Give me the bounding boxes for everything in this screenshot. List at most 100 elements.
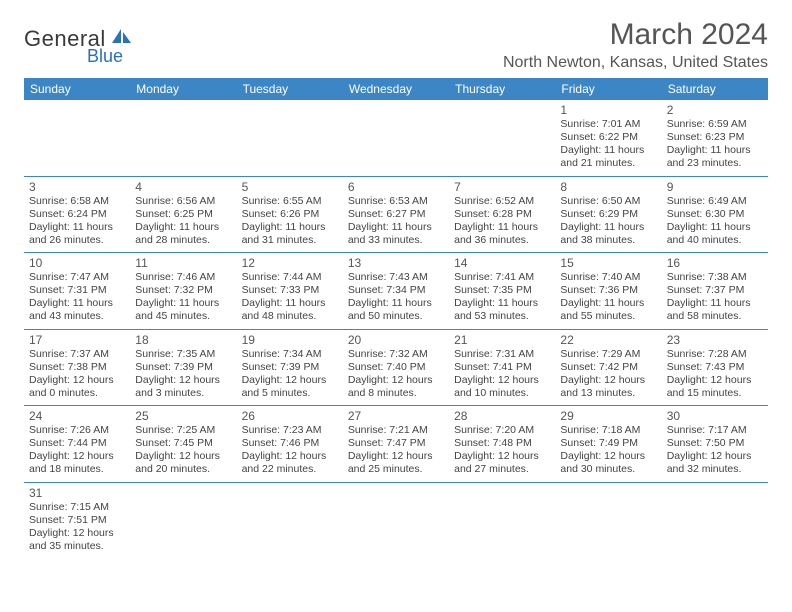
- day-number: 14: [454, 256, 550, 270]
- daylight-text: Daylight: 11 hours and 40 minutes.: [667, 221, 763, 247]
- sunset-text: Sunset: 7:43 PM: [667, 361, 763, 374]
- day-number: 31: [29, 486, 125, 500]
- day-number: 1: [560, 103, 656, 117]
- sunrise-text: Sunrise: 7:41 AM: [454, 271, 550, 284]
- weekday-header: Friday: [555, 78, 661, 100]
- day-cell: 23Sunrise: 7:28 AMSunset: 7:43 PMDayligh…: [662, 330, 768, 406]
- logo-text-sub: Blue: [87, 46, 123, 67]
- daylight-text: Daylight: 11 hours and 43 minutes.: [29, 297, 125, 323]
- sunset-text: Sunset: 6:25 PM: [135, 208, 231, 221]
- daylight-text: Daylight: 12 hours and 18 minutes.: [29, 450, 125, 476]
- header: General Blue March 2024 North Newton, Ka…: [24, 18, 768, 72]
- sunset-text: Sunset: 7:31 PM: [29, 284, 125, 297]
- day-cell: 9Sunrise: 6:49 AMSunset: 6:30 PMDaylight…: [662, 177, 768, 253]
- day-cell: [662, 483, 768, 559]
- weekday-header: Tuesday: [237, 78, 343, 100]
- day-cell: 21Sunrise: 7:31 AMSunset: 7:41 PMDayligh…: [449, 330, 555, 406]
- sunset-text: Sunset: 7:46 PM: [242, 437, 338, 450]
- day-cell: 14Sunrise: 7:41 AMSunset: 7:35 PMDayligh…: [449, 253, 555, 329]
- day-number: 29: [560, 409, 656, 423]
- sunset-text: Sunset: 7:48 PM: [454, 437, 550, 450]
- day-cell: [343, 100, 449, 176]
- sunrise-text: Sunrise: 7:34 AM: [242, 348, 338, 361]
- day-number: 8: [560, 180, 656, 194]
- sunset-text: Sunset: 7:39 PM: [135, 361, 231, 374]
- day-number: 21: [454, 333, 550, 347]
- day-cell: 29Sunrise: 7:18 AMSunset: 7:49 PMDayligh…: [555, 406, 661, 482]
- day-cell: 22Sunrise: 7:29 AMSunset: 7:42 PMDayligh…: [555, 330, 661, 406]
- sunrise-text: Sunrise: 6:50 AM: [560, 195, 656, 208]
- sunset-text: Sunset: 7:36 PM: [560, 284, 656, 297]
- daylight-text: Daylight: 12 hours and 25 minutes.: [348, 450, 444, 476]
- day-cell: 2Sunrise: 6:59 AMSunset: 6:23 PMDaylight…: [662, 100, 768, 176]
- sunset-text: Sunset: 7:51 PM: [29, 514, 125, 527]
- day-number: 26: [242, 409, 338, 423]
- day-cell: 8Sunrise: 6:50 AMSunset: 6:29 PMDaylight…: [555, 177, 661, 253]
- daylight-text: Daylight: 12 hours and 8 minutes.: [348, 374, 444, 400]
- sunrise-text: Sunrise: 7:44 AM: [242, 271, 338, 284]
- daylight-text: Daylight: 12 hours and 10 minutes.: [454, 374, 550, 400]
- day-cell: 1Sunrise: 7:01 AMSunset: 6:22 PMDaylight…: [555, 100, 661, 176]
- sunrise-text: Sunrise: 6:53 AM: [348, 195, 444, 208]
- daylight-text: Daylight: 12 hours and 13 minutes.: [560, 374, 656, 400]
- day-cell: [237, 483, 343, 559]
- day-cell: 10Sunrise: 7:47 AMSunset: 7:31 PMDayligh…: [24, 253, 130, 329]
- day-cell: 7Sunrise: 6:52 AMSunset: 6:28 PMDaylight…: [449, 177, 555, 253]
- sunset-text: Sunset: 6:27 PM: [348, 208, 444, 221]
- day-cell: 16Sunrise: 7:38 AMSunset: 7:37 PMDayligh…: [662, 253, 768, 329]
- sunset-text: Sunset: 7:39 PM: [242, 361, 338, 374]
- daylight-text: Daylight: 12 hours and 22 minutes.: [242, 450, 338, 476]
- day-cell: 5Sunrise: 6:55 AMSunset: 6:26 PMDaylight…: [237, 177, 343, 253]
- day-number: 12: [242, 256, 338, 270]
- sunrise-text: Sunrise: 6:59 AM: [667, 118, 763, 131]
- daylight-text: Daylight: 12 hours and 27 minutes.: [454, 450, 550, 476]
- sunrise-text: Sunrise: 7:31 AM: [454, 348, 550, 361]
- sunrise-text: Sunrise: 7:20 AM: [454, 424, 550, 437]
- sunset-text: Sunset: 7:49 PM: [560, 437, 656, 450]
- day-cell: [449, 100, 555, 176]
- sunset-text: Sunset: 7:45 PM: [135, 437, 231, 450]
- daylight-text: Daylight: 12 hours and 35 minutes.: [29, 527, 125, 553]
- sunset-text: Sunset: 7:47 PM: [348, 437, 444, 450]
- daylight-text: Daylight: 11 hours and 36 minutes.: [454, 221, 550, 247]
- day-cell: 3Sunrise: 6:58 AMSunset: 6:24 PMDaylight…: [24, 177, 130, 253]
- day-cell: 20Sunrise: 7:32 AMSunset: 7:40 PMDayligh…: [343, 330, 449, 406]
- sunrise-text: Sunrise: 7:43 AM: [348, 271, 444, 284]
- location-text: North Newton, Kansas, United States: [503, 54, 768, 72]
- sunrise-text: Sunrise: 7:21 AM: [348, 424, 444, 437]
- day-number: 2: [667, 103, 763, 117]
- day-cell: 26Sunrise: 7:23 AMSunset: 7:46 PMDayligh…: [237, 406, 343, 482]
- sunrise-text: Sunrise: 7:23 AM: [242, 424, 338, 437]
- day-number: 6: [348, 180, 444, 194]
- day-number: 30: [667, 409, 763, 423]
- sunset-text: Sunset: 7:32 PM: [135, 284, 231, 297]
- calendar-grid: SundayMondayTuesdayWednesdayThursdayFrid…: [24, 78, 768, 558]
- day-number: 24: [29, 409, 125, 423]
- sunset-text: Sunset: 6:23 PM: [667, 131, 763, 144]
- day-cell: 30Sunrise: 7:17 AMSunset: 7:50 PMDayligh…: [662, 406, 768, 482]
- week-row: 24Sunrise: 7:26 AMSunset: 7:44 PMDayligh…: [24, 406, 768, 483]
- daylight-text: Daylight: 11 hours and 26 minutes.: [29, 221, 125, 247]
- week-row: 31Sunrise: 7:15 AMSunset: 7:51 PMDayligh…: [24, 483, 768, 559]
- sunset-text: Sunset: 6:26 PM: [242, 208, 338, 221]
- day-cell: 28Sunrise: 7:20 AMSunset: 7:48 PMDayligh…: [449, 406, 555, 482]
- day-cell: 13Sunrise: 7:43 AMSunset: 7:34 PMDayligh…: [343, 253, 449, 329]
- daylight-text: Daylight: 11 hours and 48 minutes.: [242, 297, 338, 323]
- day-cell: 18Sunrise: 7:35 AMSunset: 7:39 PMDayligh…: [130, 330, 236, 406]
- daylight-text: Daylight: 12 hours and 30 minutes.: [560, 450, 656, 476]
- daylight-text: Daylight: 12 hours and 15 minutes.: [667, 374, 763, 400]
- week-row: 10Sunrise: 7:47 AMSunset: 7:31 PMDayligh…: [24, 253, 768, 330]
- sunset-text: Sunset: 7:42 PM: [560, 361, 656, 374]
- daylight-text: Daylight: 11 hours and 53 minutes.: [454, 297, 550, 323]
- sunset-text: Sunset: 7:40 PM: [348, 361, 444, 374]
- day-number: 17: [29, 333, 125, 347]
- day-number: 7: [454, 180, 550, 194]
- daylight-text: Daylight: 12 hours and 5 minutes.: [242, 374, 338, 400]
- sunset-text: Sunset: 6:28 PM: [454, 208, 550, 221]
- sunrise-text: Sunrise: 6:52 AM: [454, 195, 550, 208]
- sunrise-text: Sunrise: 7:28 AM: [667, 348, 763, 361]
- day-cell: 31Sunrise: 7:15 AMSunset: 7:51 PMDayligh…: [24, 483, 130, 559]
- day-cell: 15Sunrise: 7:40 AMSunset: 7:36 PMDayligh…: [555, 253, 661, 329]
- sunrise-text: Sunrise: 7:25 AM: [135, 424, 231, 437]
- daylight-text: Daylight: 11 hours and 23 minutes.: [667, 144, 763, 170]
